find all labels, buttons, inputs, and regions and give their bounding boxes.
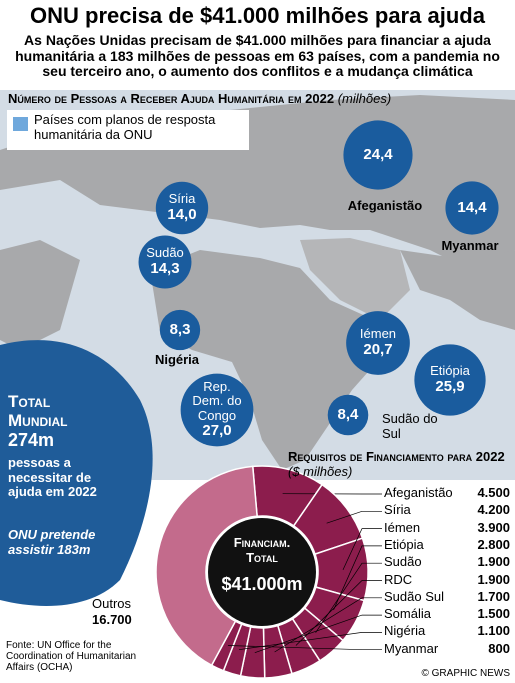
funding-title: Requisitos de Financiamento para 2022 <box>288 449 505 464</box>
total-heading: Total Mundial <box>8 392 68 431</box>
bubble <box>138 235 192 289</box>
funding-heading: Requisitos de Financiamento para 2022 ($… <box>288 449 513 479</box>
funding-value: 1.900 <box>477 571 510 587</box>
leader-line <box>295 580 382 646</box>
total-label: $41.000m <box>221 574 303 594</box>
bubble-value: 14,3 <box>150 259 180 277</box>
title: ONU precisa de $41.000 milhões para ajud… <box>30 3 485 28</box>
funding-value: 4.500 <box>477 485 510 500</box>
bubble-label: Iémen 20,7 <box>346 311 410 375</box>
bubble <box>346 311 410 375</box>
funding-value: 16.700 <box>92 612 132 627</box>
leader-line <box>333 545 382 611</box>
funding-value: 1.700 <box>477 588 510 604</box>
funding-country: Outros <box>92 596 132 611</box>
total-value: 274m <box>8 430 55 450</box>
bubble-name: Síria <box>168 191 196 207</box>
bubble-label: Rep. Dem. do Congo 27,0 <box>181 374 254 447</box>
bubble-label: Etiópia 25,9 <box>414 344 485 415</box>
country-label: Nigéria <box>154 352 200 367</box>
legend-box <box>7 110 249 150</box>
bubble <box>445 181 499 235</box>
leader-line <box>315 562 382 633</box>
bubble-name: Iémen <box>359 326 397 342</box>
bubble-label: 24,4 <box>343 120 412 189</box>
bubble-value: 8,3 <box>169 320 191 338</box>
leader-line <box>342 528 382 571</box>
land-south-asia <box>400 250 515 330</box>
leader-line <box>227 645 382 651</box>
country-label: Afeganistão <box>347 198 423 213</box>
bubble <box>180 373 254 447</box>
funding-unit: ($ milhões) <box>288 463 353 479</box>
funding-country: RDC <box>384 571 413 587</box>
bubble-value: 14,0 <box>167 205 197 223</box>
funding-value: 3.900 <box>477 519 510 535</box>
bubble-value: 27,0 <box>202 422 232 440</box>
funding-country: Somália <box>384 606 431 622</box>
funding-value: 1.500 <box>477 606 510 622</box>
leader-line <box>326 510 382 524</box>
funding-country: Etiópia <box>384 536 424 552</box>
funding-country: Sudão <box>384 554 422 570</box>
bubble-value: 8,4 <box>337 405 359 423</box>
funding-value: 2.800 <box>477 536 510 552</box>
country-label: Myanmar <box>441 238 499 253</box>
legend-swatch <box>13 117 28 131</box>
country-label: Sudão do Sul <box>382 411 438 441</box>
leader-line <box>238 632 382 651</box>
funding-country: Iémen <box>384 519 421 535</box>
subtitle: As Nações Unidas precisam de $41.000 mil… <box>15 32 500 80</box>
funding-country: Síria <box>384 502 411 518</box>
funding-country: Afeganistão <box>384 485 453 500</box>
donut-slice <box>155 465 258 667</box>
bubble-value: 24,4 <box>363 145 393 163</box>
source: Fonte: UN Office for the Coordination of… <box>6 640 137 674</box>
total-note: ONU pretende assistir 183m <box>8 527 96 557</box>
land-middle-east <box>300 238 410 320</box>
funding-value: 1.100 <box>477 623 510 639</box>
land-americas <box>0 240 80 350</box>
bubble-label: Sudão 14,3 <box>139 236 192 289</box>
bubble-label: 14,4 <box>445 181 498 234</box>
legend-text: Países com planos de resposta humanitári… <box>34 112 216 142</box>
funding-country: Nigéria <box>384 623 426 639</box>
bubble-name: Rep. Dem. do Congo <box>192 378 242 423</box>
donut-center <box>208 518 316 626</box>
bubble <box>414 344 486 416</box>
funding-value: 1.900 <box>477 554 510 570</box>
total-text: pessoas a necessitar de ajuda em 2022 <box>8 455 97 500</box>
bubble <box>159 309 201 351</box>
credit: © GRAPHIC NEWS <box>421 668 511 679</box>
center-label: Financiam. Total <box>233 535 291 565</box>
bubble <box>155 181 209 235</box>
bubble-value: 25,9 <box>435 377 465 395</box>
leader-line <box>274 597 382 653</box>
map-title: Número de Pessoas a Receber Ajuda Humani… <box>8 91 335 106</box>
bubble <box>327 394 369 436</box>
map-unit: (milhões) <box>337 91 392 106</box>
bubble-label: Síria 14,0 <box>156 182 208 234</box>
leader-line <box>254 614 382 654</box>
bubble-label: 8,3 <box>160 310 200 350</box>
funding-value: 4.200 <box>477 502 510 518</box>
bubble-value: 20,7 <box>363 340 393 358</box>
bubble <box>343 120 413 190</box>
funding-country: Sudão Sul <box>384 588 444 604</box>
map-heading: Número de Pessoas a Receber Ajuda Humani… <box>8 91 513 107</box>
bubble-label: 8,4 <box>328 395 369 436</box>
bubble-name: Etiópia <box>430 363 470 379</box>
total-panel <box>0 340 153 606</box>
funding-country: Myanmar <box>384 640 439 656</box>
funding-value: 800 <box>488 640 510 656</box>
bubble-value: 14,4 <box>457 198 487 216</box>
bubble-name: Sudão <box>146 245 184 261</box>
